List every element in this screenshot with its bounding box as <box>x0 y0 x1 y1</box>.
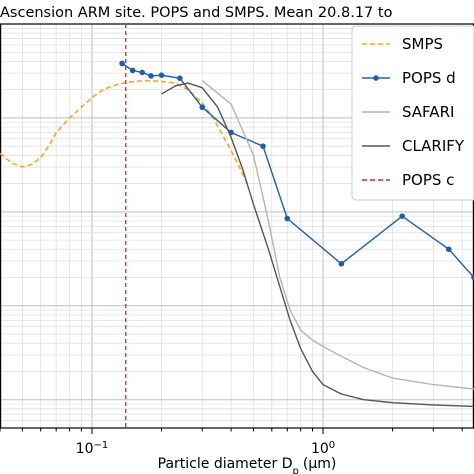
series-point <box>139 69 146 76</box>
series-point <box>471 274 474 281</box>
legend-label: POPS c <box>402 171 454 189</box>
x-tick-label-base: 10 <box>76 441 94 457</box>
series-line <box>201 80 474 390</box>
plot-series <box>0 24 474 428</box>
series-point <box>158 72 165 79</box>
legend-label: CLARIFY <box>402 137 465 155</box>
series-point <box>260 143 266 150</box>
chart-title: Ascension ARM site. POPS and SMPS. Mean … <box>0 5 393 21</box>
series-point <box>177 75 183 81</box>
plot-frame <box>0 23 474 429</box>
series-point <box>119 60 125 67</box>
x-tick-label: 100 <box>311 440 335 458</box>
series-line <box>161 82 474 408</box>
series-3 <box>201 80 474 390</box>
legend-label: POPS d <box>402 69 456 87</box>
series-point <box>399 213 405 219</box>
x-tick-label-exponent: −1 <box>93 440 108 451</box>
series-point <box>445 246 452 253</box>
x-tick-label: 10−1 <box>76 440 109 458</box>
x-axis-label-subscript: p <box>293 466 299 474</box>
legend-box <box>351 25 474 201</box>
series-point <box>284 215 291 222</box>
series-4 <box>161 82 474 408</box>
series-2 <box>119 60 474 281</box>
x-tick-label-exponent: 0 <box>329 440 335 451</box>
legend-marker <box>373 75 379 81</box>
series-point <box>199 104 206 111</box>
x-axis-label-unit: (μm) <box>303 456 336 472</box>
x-axis-label: Particle diameter Dp (μm) <box>158 456 337 474</box>
x-tick-label-base: 10 <box>311 441 329 457</box>
legend-label: SMPS <box>402 35 443 53</box>
legend: SMPS POPS d SAFARI CLARIFY POPS c <box>351 25 474 201</box>
series-point <box>148 73 154 79</box>
series-point <box>129 67 136 74</box>
x-axis-ticks: 10−1 100 <box>0 428 463 458</box>
x-axis-label-main: Particle diameter D <box>158 456 293 472</box>
legend-label: SAFARI <box>402 103 454 121</box>
series-point <box>338 260 345 267</box>
